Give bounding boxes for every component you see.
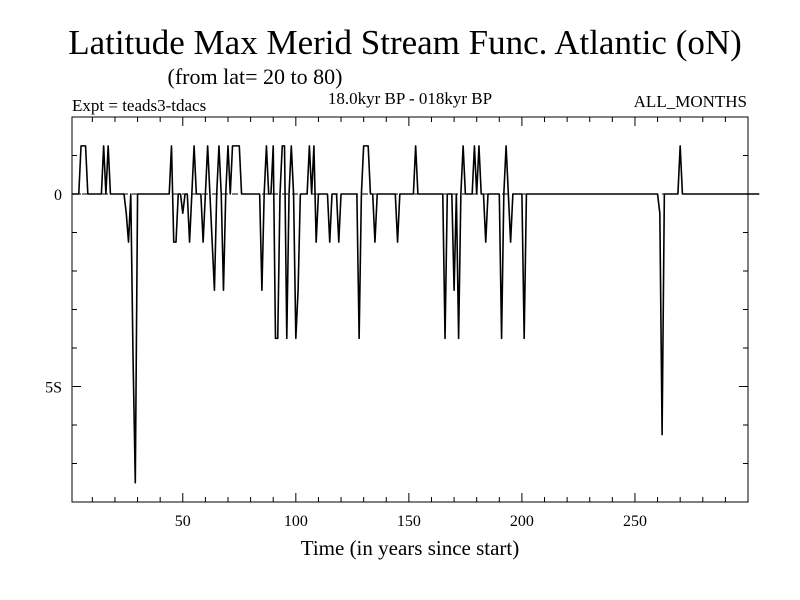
chart-title: Latitude Max Merid Stream Func. Atlantic… <box>68 23 742 62</box>
y-tick-label: 0 <box>54 187 62 204</box>
series-line <box>72 145 760 484</box>
months-label: ALL_MONTHS <box>634 92 747 111</box>
experiment-label: Expt = teads3-tdacs <box>72 96 206 115</box>
x-tick-label: 100 <box>284 513 308 530</box>
y-tick-label: 5S <box>45 380 62 397</box>
x-tick-label: 150 <box>397 513 421 530</box>
x-axis-ticks: 50 100 150 200 250 <box>91 117 749 530</box>
x-tick-label: 200 <box>510 513 534 530</box>
plot-frame <box>71 116 749 503</box>
chart-subtitle: (from lat= 20 to 80) <box>168 64 343 89</box>
x-axis-label: Time (in years since start) <box>301 536 520 560</box>
y-axis-ticks: 0 5S <box>45 155 748 464</box>
period-label: 18.0kyr BP - 018kyr BP <box>328 89 492 108</box>
x-tick-label: 50 <box>175 513 191 530</box>
series-group <box>72 145 760 484</box>
x-tick-label: 250 <box>623 513 647 530</box>
